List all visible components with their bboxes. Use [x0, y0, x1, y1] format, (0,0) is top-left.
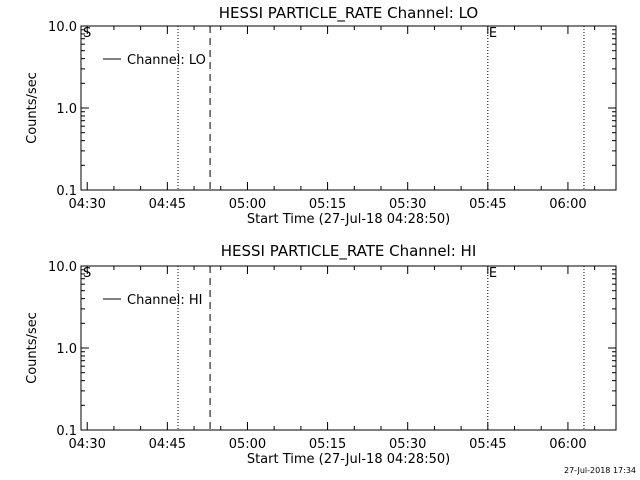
- x-tick-label: 04:45: [149, 437, 186, 452]
- y-tick-label: 0.1: [56, 424, 77, 439]
- x-tick-label: 05:00: [229, 437, 266, 452]
- marker-label-s: S: [83, 266, 91, 281]
- x-tick-label: 05:15: [309, 437, 346, 452]
- legend-entry: Channel: HI: [127, 293, 203, 308]
- x-tick-label: 05:15: [309, 197, 346, 212]
- x-tick-label: 05:45: [469, 197, 506, 212]
- y-axis-label: Counts/sec: [25, 312, 40, 384]
- y-tick-label: 1.0: [56, 102, 77, 117]
- y-tick-label: 0.1: [56, 184, 77, 199]
- x-tick-label: 04:45: [149, 197, 186, 212]
- chart-title: HESSI PARTICLE_RATE Channel: HI: [221, 242, 477, 261]
- marker-label-e: E: [489, 266, 497, 281]
- x-tick-label: 06:00: [549, 197, 586, 212]
- plot-frame: [80, 25, 617, 191]
- legend-entry: Channel: LO: [127, 53, 206, 68]
- marker-label-s: S: [83, 26, 91, 41]
- plot-frame: [80, 265, 617, 431]
- x-axis-label: Start Time (27-Jul-18 04:28:50): [247, 452, 450, 467]
- x-tick-label: 05:00: [229, 197, 266, 212]
- marker-label-e: E: [489, 26, 497, 41]
- y-axis-label: Counts/sec: [25, 72, 40, 144]
- x-tick-label: 05:45: [469, 437, 506, 452]
- x-tick-label: 05:30: [389, 437, 426, 452]
- y-tick-label: 1.0: [56, 342, 77, 357]
- y-tick-label: 10.0: [48, 20, 77, 35]
- footer-timestamp: 27-Jul-2018 17:34: [563, 466, 636, 475]
- y-tick-label: 10.0: [48, 260, 77, 275]
- x-tick-label: 04:30: [68, 197, 105, 212]
- x-axis-label: Start Time (27-Jul-18 04:28:50): [247, 212, 450, 227]
- chart-title: HESSI PARTICLE_RATE Channel: LO: [219, 4, 478, 23]
- x-tick-label: 06:00: [549, 437, 586, 452]
- x-tick-label: 04:30: [68, 437, 105, 452]
- x-tick-label: 05:30: [389, 197, 426, 212]
